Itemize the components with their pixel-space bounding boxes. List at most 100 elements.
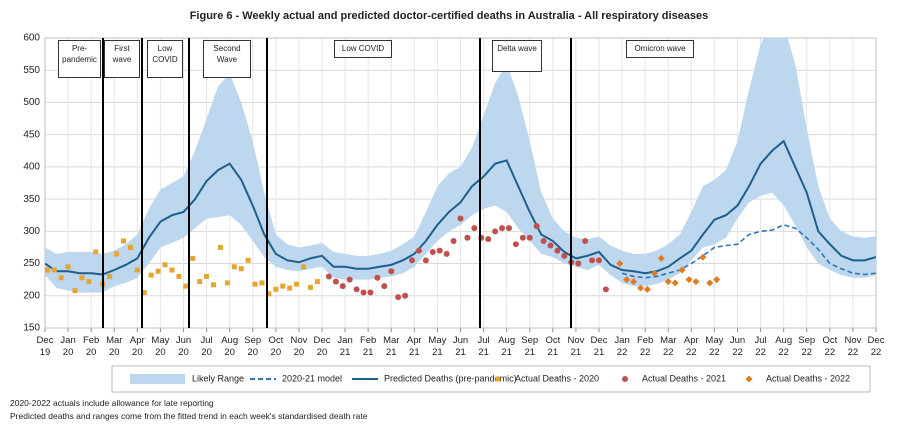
point xyxy=(259,280,265,286)
annotation: Omicron wave xyxy=(626,40,694,58)
point xyxy=(301,264,307,270)
point xyxy=(280,283,286,289)
point xyxy=(245,257,251,263)
point xyxy=(325,273,332,280)
point xyxy=(204,273,210,279)
x-tick-label: Aug 22 xyxy=(775,335,793,358)
series-line xyxy=(45,139,876,276)
point xyxy=(422,257,429,264)
legend-label: Likely Range xyxy=(192,373,244,383)
point xyxy=(120,238,126,244)
x-tick-label: Oct 22 xyxy=(822,335,838,358)
period-lines xyxy=(102,38,572,328)
annotation: Low COVID xyxy=(334,40,392,58)
point xyxy=(561,252,568,259)
point xyxy=(664,278,672,286)
legend-label: Actual Deaths - 2022 xyxy=(766,373,850,383)
x-tick-label: Jul 20 xyxy=(200,335,213,358)
x-tick-label: Jul 21 xyxy=(477,335,490,358)
point xyxy=(266,291,272,297)
x-tick-label: Dec 19 xyxy=(36,335,54,358)
point xyxy=(519,234,526,241)
point xyxy=(353,286,360,293)
annotation: Delta wave xyxy=(492,40,542,72)
point xyxy=(238,266,244,272)
point xyxy=(671,279,679,287)
point xyxy=(273,286,279,292)
point xyxy=(706,279,714,287)
point xyxy=(211,282,217,288)
y-tick-label: 200 xyxy=(23,290,40,301)
point xyxy=(332,278,339,285)
point xyxy=(176,273,182,279)
x-tick-label: May 20 xyxy=(151,335,170,358)
point xyxy=(443,250,450,257)
point xyxy=(657,254,665,262)
point xyxy=(141,290,147,296)
grid xyxy=(44,37,877,332)
point xyxy=(492,228,499,235)
y-tick-label: 500 xyxy=(23,97,40,108)
annotation: Pre-pandemic xyxy=(58,40,101,78)
point xyxy=(395,294,402,301)
point xyxy=(86,279,92,285)
point xyxy=(602,286,609,293)
y-tick-label: 250 xyxy=(23,258,40,269)
legend-swatch xyxy=(622,376,628,382)
point xyxy=(307,284,313,290)
point xyxy=(630,278,638,286)
y-tick-label: 550 xyxy=(23,65,40,76)
x-tick-label: Nov 22 xyxy=(844,335,862,358)
x-tick-label: Apr 20 xyxy=(129,335,145,358)
x-tick-label: Apr 22 xyxy=(683,335,699,358)
point xyxy=(402,292,409,299)
plot-border xyxy=(44,37,877,329)
point xyxy=(162,262,168,268)
x-tick-label: Aug 20 xyxy=(221,335,239,358)
point xyxy=(224,280,230,286)
point xyxy=(637,284,645,292)
x-tick-label: Nov 20 xyxy=(290,335,308,358)
legend: Likely Range 2020-21 model Predicted Death… xyxy=(130,373,850,384)
point xyxy=(415,247,422,254)
point xyxy=(485,236,492,243)
plot-area xyxy=(45,38,876,301)
footnote: Predicted deaths and ranges come from th… xyxy=(10,411,368,421)
range-band xyxy=(45,38,876,293)
x-tick-label: Jun 20 xyxy=(175,335,192,358)
series-line xyxy=(621,224,876,279)
point xyxy=(231,264,237,270)
point xyxy=(346,276,353,283)
point xyxy=(45,267,50,273)
point xyxy=(169,267,175,273)
point xyxy=(699,253,707,261)
legend-label: Actual Deaths - 2021 xyxy=(642,373,726,383)
point xyxy=(252,281,258,287)
annotation: Second Wave xyxy=(203,40,251,78)
point xyxy=(58,275,64,281)
point xyxy=(409,257,416,264)
x-tick-label: Nov 21 xyxy=(567,335,585,358)
x-tick-label: Mar 20 xyxy=(106,335,123,358)
x-tick-label: Mar 22 xyxy=(660,335,677,358)
y-tick-label: 450 xyxy=(23,129,40,140)
point xyxy=(127,244,133,250)
point xyxy=(457,215,464,222)
x-tick-label: Feb 22 xyxy=(636,335,654,358)
point xyxy=(464,234,471,241)
point xyxy=(134,267,140,273)
point xyxy=(65,264,71,270)
point xyxy=(678,266,686,274)
point xyxy=(616,260,624,268)
y-tick-label: 600 xyxy=(23,33,40,44)
footnote: 2020-2022 actuals include allowance for … xyxy=(10,398,214,408)
x-tick-label: May 22 xyxy=(705,335,724,358)
x-tick-label: Oct 21 xyxy=(545,335,561,358)
point xyxy=(575,260,582,267)
x-tick-label: Dec 21 xyxy=(590,335,608,358)
x-tick-label: Jul 22 xyxy=(754,335,767,358)
annotation: Low COVID xyxy=(147,40,183,78)
point xyxy=(339,283,346,290)
